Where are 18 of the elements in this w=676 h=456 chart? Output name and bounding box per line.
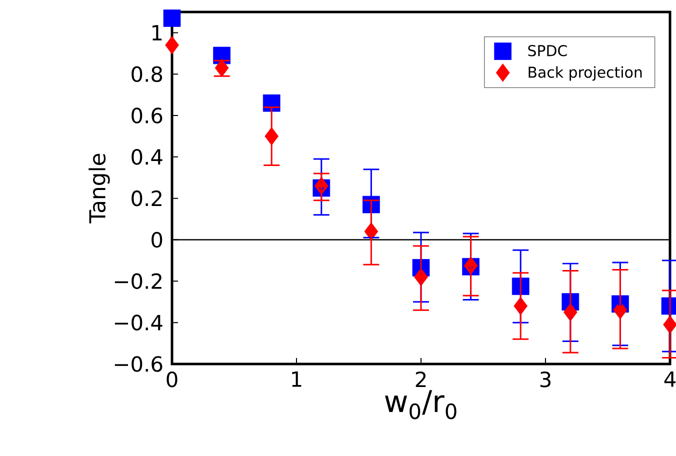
x-tick-label: 1 <box>292 371 302 387</box>
legend-label: SPDC <box>528 44 567 56</box>
y-tick-label: 0.4 <box>132 149 162 165</box>
x-tick-label: 3 <box>540 371 550 388</box>
y-tick-label: −0.2 <box>114 273 162 290</box>
y-tick-label: 0.6 <box>132 108 162 124</box>
x-axis-title: w$_{0}$/r$_{0}$ <box>385 390 456 420</box>
x-tick-label: 4 <box>664 371 676 387</box>
y-axis-title: Tangle <box>88 154 110 224</box>
y-tick-label: −0.6 <box>114 356 162 372</box>
y-tick-label: −0.4 <box>114 314 162 330</box>
y-tick-label: 1 <box>152 25 162 40</box>
y-tick-label: 0.8 <box>132 66 162 82</box>
y-tick-label: 0.2 <box>132 190 162 206</box>
x-tick-label: 2 <box>416 371 426 388</box>
y-tick-label: 0 <box>152 232 162 248</box>
x-tick-label: 0 <box>166 371 178 388</box>
legend-label: Back projection <box>528 66 642 81</box>
